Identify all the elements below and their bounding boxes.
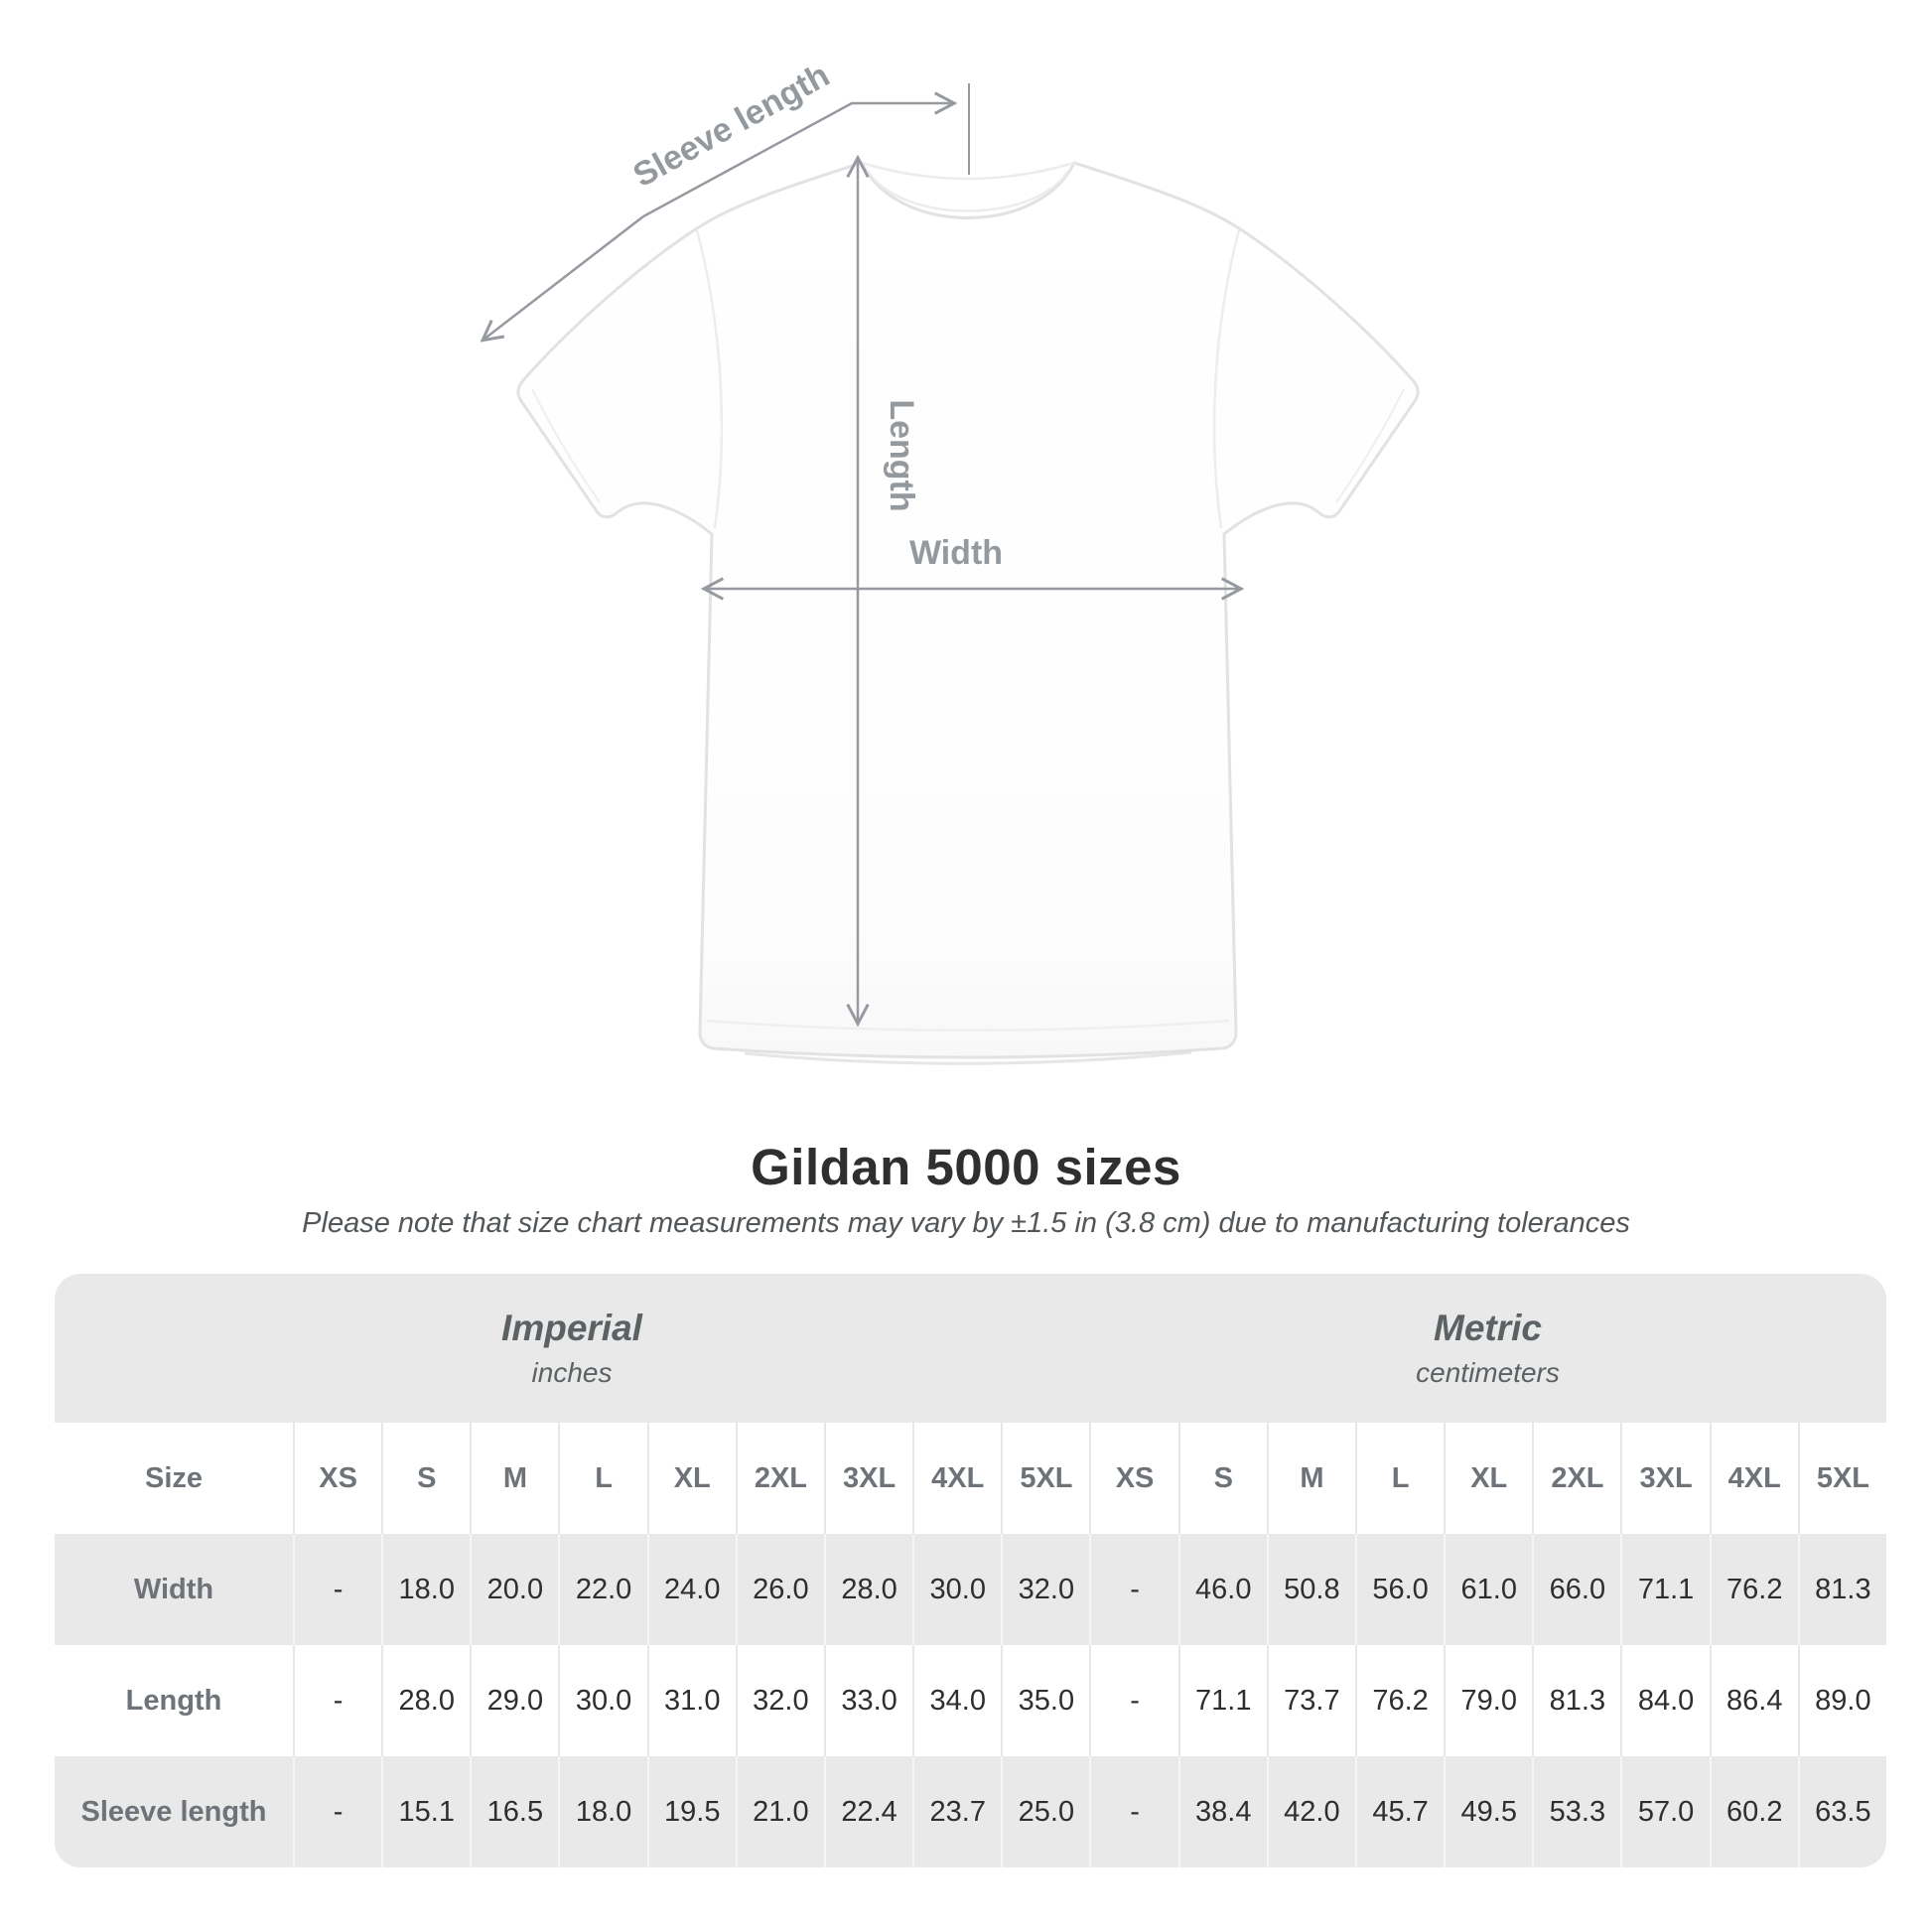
row-label-length: Length [125, 1684, 222, 1717]
sleeve-metric-m: 42.0 [1266, 1756, 1355, 1867]
width-metric-l: 56.0 [1354, 1534, 1444, 1645]
length-metric-3xl: 84.0 [1620, 1645, 1709, 1756]
col-header-metric-3xl: 3XL [1620, 1423, 1709, 1534]
length-metric-m: 73.7 [1266, 1645, 1355, 1756]
metric-title: Metric [1434, 1308, 1542, 1348]
col-header-metric-2xl: 2XL [1532, 1423, 1620, 1534]
col-header-metric-xs: XS [1089, 1423, 1177, 1534]
size-header-row: Size XS S M L XL 2XL 3XL 4XL 5XL XS S M … [55, 1423, 1886, 1534]
col-header-imperial-s: S [381, 1423, 470, 1534]
sleeve-imperial-m: 16.5 [470, 1756, 558, 1867]
sleeve-metric-s: 38.4 [1177, 1756, 1267, 1867]
sleeve-length-row: Sleeve length - 15.1 16.5 18.0 19.5 21.0… [55, 1756, 1886, 1867]
width-metric-3xl: 71.1 [1620, 1534, 1709, 1645]
col-header-imperial-5xl: 5XL [1001, 1423, 1089, 1534]
metric-header: Metric centimeters [1089, 1274, 1886, 1423]
width-imperial-xl: 24.0 [646, 1534, 736, 1645]
length-row: Length - 28.0 29.0 30.0 31.0 32.0 33.0 3… [55, 1645, 1886, 1756]
width-imperial-3xl: 28.0 [823, 1534, 912, 1645]
col-header-imperial-3xl: 3XL [823, 1423, 912, 1534]
sleeve-metric-l: 45.7 [1354, 1756, 1444, 1867]
size-column-label: Size [144, 1461, 204, 1494]
sleeve-imperial-5xl: 25.0 [1001, 1756, 1089, 1867]
length-label: Length [883, 399, 920, 511]
width-metric-2xl: 66.0 [1532, 1534, 1620, 1645]
width-metric-5xl: 81.3 [1797, 1534, 1886, 1645]
size-chart-table: Imperial inches Metric centimeters Size … [55, 1274, 1886, 1867]
col-header-metric-4xl: 4XL [1709, 1423, 1798, 1534]
width-imperial-s: 18.0 [381, 1534, 470, 1645]
length-metric-2xl: 81.3 [1532, 1645, 1620, 1756]
metric-unit: centimeters [1416, 1357, 1560, 1388]
width-metric-4xl: 76.2 [1709, 1534, 1798, 1645]
sleeve-length-arrow [480, 91, 958, 343]
sleeve-imperial-xs: - [293, 1756, 381, 1867]
col-header-metric-l: L [1354, 1423, 1444, 1534]
tshirt-shape [516, 161, 1420, 1065]
width-metric-m: 50.8 [1266, 1534, 1355, 1645]
page-title: Gildan 5000 sizes [751, 1139, 1181, 1195]
width-label: Width [909, 534, 1003, 572]
sleeve-metric-2xl: 53.3 [1532, 1756, 1620, 1867]
imperial-title: Imperial [501, 1308, 642, 1348]
sleeve-metric-xl: 49.5 [1444, 1756, 1532, 1867]
col-header-metric-5xl: 5XL [1797, 1423, 1886, 1534]
width-metric-xs: - [1089, 1534, 1177, 1645]
sleeve-metric-5xl: 63.5 [1797, 1756, 1886, 1867]
width-imperial-m: 20.0 [470, 1534, 558, 1645]
length-imperial-3xl: 33.0 [823, 1645, 912, 1756]
width-imperial-xs: - [293, 1534, 381, 1645]
length-metric-xs: - [1089, 1645, 1177, 1756]
sleeve-imperial-l: 18.0 [558, 1756, 646, 1867]
width-metric-s: 46.0 [1177, 1534, 1267, 1645]
width-imperial-2xl: 26.0 [735, 1534, 824, 1645]
col-header-metric-m: M [1266, 1423, 1355, 1534]
length-imperial-5xl: 35.0 [1001, 1645, 1089, 1756]
col-header-imperial-xs: XS [293, 1423, 381, 1534]
width-imperial-l: 22.0 [558, 1534, 646, 1645]
col-header-imperial-xl: XL [646, 1423, 736, 1534]
col-header-metric-xl: XL [1444, 1423, 1532, 1534]
measurement-annotations [480, 83, 1245, 1028]
length-imperial-2xl: 32.0 [735, 1645, 824, 1756]
length-metric-s: 71.1 [1177, 1645, 1267, 1756]
length-imperial-m: 29.0 [470, 1645, 558, 1756]
sleeve-metric-4xl: 60.2 [1709, 1756, 1798, 1867]
sleeve-imperial-2xl: 21.0 [735, 1756, 824, 1867]
col-header-imperial-m: M [470, 1423, 558, 1534]
width-imperial-4xl: 30.0 [912, 1534, 1001, 1645]
length-metric-l: 76.2 [1354, 1645, 1444, 1756]
length-metric-5xl: 89.0 [1797, 1645, 1886, 1756]
length-metric-4xl: 86.4 [1709, 1645, 1798, 1756]
col-header-imperial-2xl: 2XL [735, 1423, 824, 1534]
tolerance-note: Please note that size chart measurements… [302, 1207, 1630, 1239]
sleeve-imperial-4xl: 23.7 [912, 1756, 1001, 1867]
imperial-header: Imperial inches [55, 1274, 1089, 1423]
sleeve-imperial-3xl: 22.4 [823, 1756, 912, 1867]
length-imperial-s: 28.0 [381, 1645, 470, 1756]
length-imperial-4xl: 34.0 [912, 1645, 1001, 1756]
width-metric-xl: 61.0 [1444, 1534, 1532, 1645]
length-imperial-xl: 31.0 [646, 1645, 736, 1756]
col-header-imperial-l: L [558, 1423, 646, 1534]
unit-header-band: Imperial inches Metric centimeters [55, 1274, 1886, 1423]
col-header-metric-s: S [1177, 1423, 1267, 1534]
sleeve-metric-xs: - [1089, 1756, 1177, 1867]
width-row: Width - 18.0 20.0 22.0 24.0 26.0 28.0 30… [55, 1534, 1886, 1645]
row-label-sleeve-length: Sleeve length [80, 1795, 267, 1828]
sleeve-imperial-xl: 19.5 [646, 1756, 736, 1867]
row-label-width: Width [133, 1573, 214, 1605]
sleeve-imperial-s: 15.1 [381, 1756, 470, 1867]
sleeve-length-label: Sleeve length [627, 57, 836, 196]
tshirt-measurement-diagram: Sleeve length Length Width [480, 57, 1420, 1065]
col-header-imperial-4xl: 4XL [912, 1423, 1001, 1534]
length-metric-xl: 79.0 [1444, 1645, 1532, 1756]
imperial-unit: inches [531, 1357, 613, 1388]
width-imperial-5xl: 32.0 [1001, 1534, 1089, 1645]
length-imperial-l: 30.0 [558, 1645, 646, 1756]
length-imperial-xs: - [293, 1645, 381, 1756]
sleeve-metric-3xl: 57.0 [1620, 1756, 1709, 1867]
